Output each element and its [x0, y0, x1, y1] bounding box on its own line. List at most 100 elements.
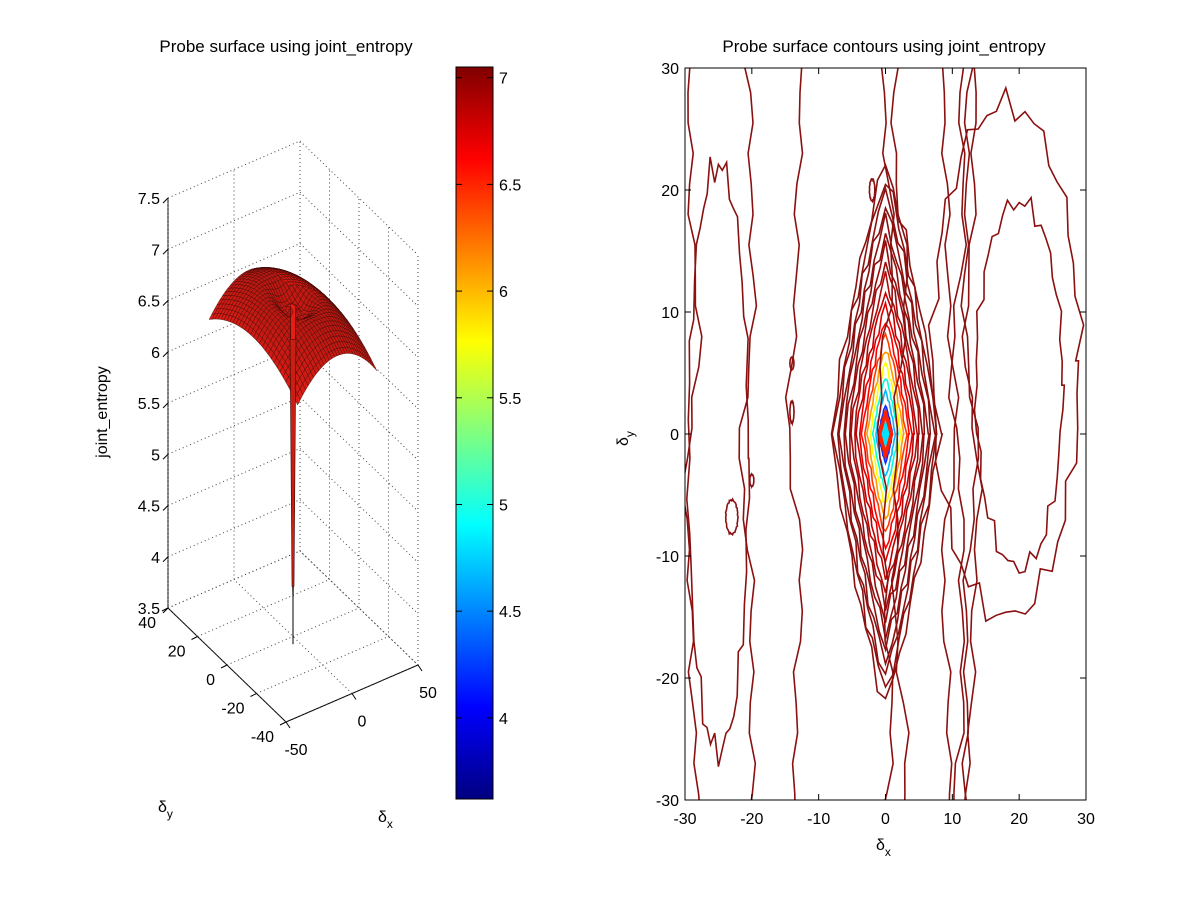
y-tick — [161, 607, 169, 612]
y-axis-label-3d: δy — [158, 799, 173, 821]
colorbar-gradient — [455, 66, 494, 800]
contour-y-tick-label: -30 — [656, 793, 679, 810]
surface-plot: Probe surface using joint_entropy 3.5 4 4.… — [94, 37, 437, 831]
contour-line — [940, 68, 960, 800]
contour-y-ticks: -30 -20 -10 0 10 20 30 — [656, 61, 1086, 810]
y-tick-label: -40 — [251, 729, 274, 746]
contour-loop — [724, 497, 739, 537]
surface-plot-title: Probe surface using joint_entropy — [159, 37, 413, 56]
contour-y-tick-label: 20 — [661, 183, 679, 200]
contour-x-tick-label: -30 — [673, 811, 696, 828]
contour-plot-title: Probe surface contours using joint_entro… — [722, 37, 1046, 56]
x-tick — [417, 664, 423, 672]
contour-loop — [685, 156, 751, 767]
contour-line — [738, 68, 758, 800]
contour-y-tick-label: 30 — [661, 61, 679, 78]
z-gridline — [299, 243, 419, 358]
contour-loop — [748, 472, 755, 490]
y-tick-label: -20 — [221, 701, 244, 718]
z-gridline — [299, 396, 419, 512]
z-tick-label: 4 — [151, 550, 160, 567]
contour-x-tick-label: 10 — [943, 811, 961, 828]
colorbar-tick-label: 6.5 — [499, 177, 521, 194]
x-tick-labels: -50 0 50 — [284, 664, 437, 759]
contour-ring — [850, 261, 920, 611]
colorbar-tick-label: 7 — [499, 71, 508, 88]
z-tick-label: 7.5 — [138, 191, 160, 208]
surface-facet — [208, 313, 216, 320]
surface-mesh — [208, 267, 378, 645]
z-tick — [162, 556, 169, 563]
y-tick-labels: -40 -20 0 20 40 — [138, 607, 287, 746]
contour-plot: Probe surface contours using joint_entro… — [615, 37, 1095, 859]
x-tick-label: -50 — [284, 742, 307, 759]
contour-ring — [854, 271, 919, 593]
contour-x-ticks: -30 -20 -10 0 10 20 30 — [673, 68, 1095, 828]
z-tick — [162, 505, 169, 511]
contour-ring — [855, 290, 916, 580]
y-tick — [279, 721, 287, 726]
contour-core-inner — [881, 419, 890, 449]
x-tick — [285, 721, 291, 729]
colorbar-tick-label: 6 — [499, 284, 508, 301]
z-tick — [162, 453, 169, 460]
colorbar-tick-label: 4.5 — [499, 604, 521, 621]
z-tick-label: 7 — [151, 242, 160, 259]
contour-x-axis-label: δx — [876, 837, 891, 859]
contour-ring — [848, 240, 924, 623]
x-axis-label-3d: δx — [378, 809, 393, 831]
y-tick — [250, 693, 257, 697]
colorbar-tick-label: 5 — [499, 497, 508, 514]
z-gridline — [299, 550, 419, 666]
contour-x-tick-label: -20 — [740, 811, 763, 828]
contour-loop — [789, 399, 796, 427]
contour-loop — [788, 356, 795, 372]
contour-ring — [836, 185, 937, 677]
z-tick-label: 6 — [151, 345, 160, 362]
z-tick-label: 5.5 — [138, 396, 160, 413]
x-gridline — [167, 607, 287, 723]
contour-y-tick-label: -10 — [656, 549, 679, 566]
contour-ring — [875, 387, 897, 478]
z-tick-label: 4.5 — [138, 499, 160, 516]
contour-loop — [927, 85, 1085, 623]
contour-line — [784, 68, 804, 800]
z-tick — [162, 248, 169, 255]
contour-ring — [863, 331, 909, 533]
contour-lines — [685, 68, 1085, 800]
x-tick-label: 0 — [358, 714, 367, 731]
colorbar: 4 4.5 5 5.5 6 6.5 7 — [455, 66, 521, 800]
z-tick-labels: 3.5 4 4.5 5 5.5 6 6.5 7 7.5 — [138, 191, 169, 618]
y-tick-label: 40 — [138, 615, 156, 632]
y-tick-label: 0 — [206, 672, 215, 689]
z-gridline — [299, 140, 419, 256]
y-tick — [191, 636, 198, 640]
contour-line — [947, 68, 968, 800]
contour-ring — [858, 300, 914, 564]
z-tick-label: 5 — [151, 447, 160, 464]
colorbar-ticks: 4 4.5 5 5.5 6 6.5 7 — [456, 71, 521, 728]
z-tick — [162, 402, 169, 409]
contour-y-tick-label: -20 — [656, 671, 679, 688]
z-gridline — [299, 499, 419, 615]
z-gridline — [299, 294, 419, 410]
contour-y-axis-label: δy — [615, 431, 637, 446]
z-gridline — [299, 345, 419, 461]
z-axis-label: joint_entropy — [94, 366, 111, 459]
contour-ring — [843, 212, 931, 653]
contour-x-tick-label: 30 — [1077, 811, 1095, 828]
contour-line — [961, 68, 984, 800]
y-tick — [220, 664, 228, 669]
x-gridline — [233, 579, 353, 694]
contour-loop — [973, 195, 1066, 575]
contour-y-tick-label: 0 — [670, 427, 679, 444]
contour-y-tick-label: 10 — [661, 305, 679, 322]
contour-line — [890, 68, 910, 800]
z-tick-label: 6.5 — [138, 294, 160, 311]
contour-loop — [868, 177, 876, 204]
y-tick-label: 20 — [168, 644, 186, 661]
contour-ring — [844, 233, 926, 640]
contour-ring — [871, 378, 900, 493]
z-tick-label: 3.5 — [138, 601, 160, 618]
